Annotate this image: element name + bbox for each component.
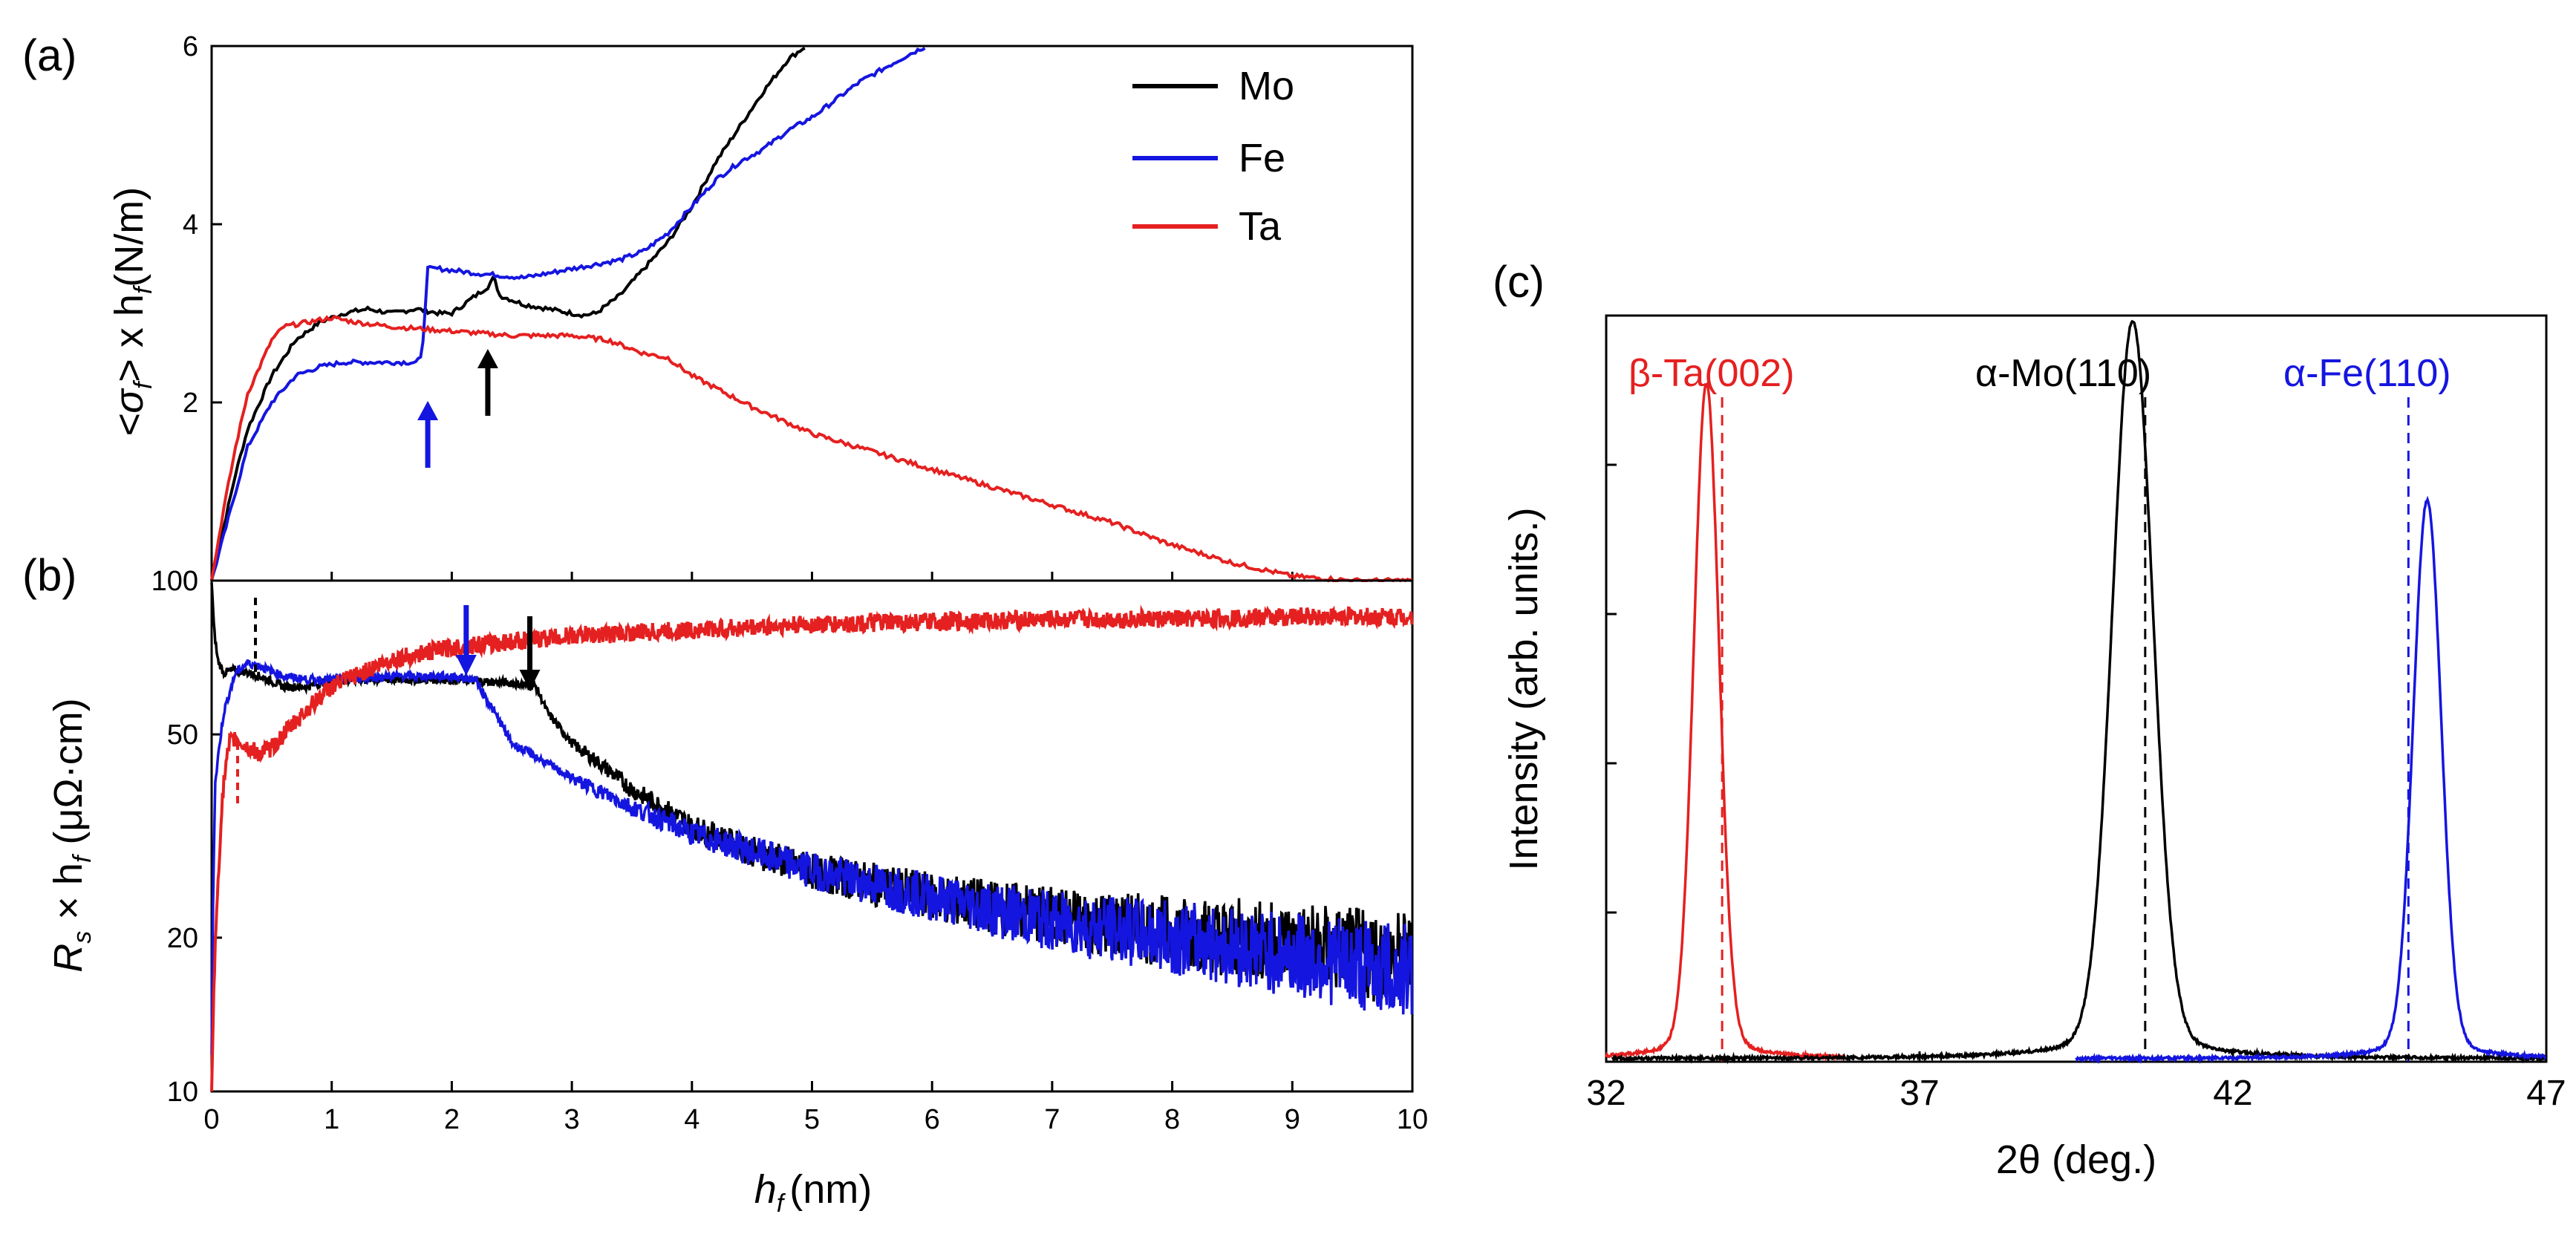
chart-a: 0 2 4 6 Mo Fe Ta <σf> x hf(N/m): [107, 31, 1414, 597]
chart-c-ticks: 32 37 42 47: [1586, 314, 2566, 1113]
chart-a-ytick-label-2: 2: [183, 388, 198, 419]
chart-a-frame: [210, 45, 1414, 582]
chart-c-xtick-label-37: 37: [1900, 1074, 1939, 1113]
peak-label-mo: α-Mo(110): [1975, 352, 2151, 395]
panel-label-b: (b): [22, 550, 76, 600]
chart-c-reference-lines: [1721, 397, 2410, 1062]
legend-label-ta: Ta: [1239, 204, 1282, 249]
chart-b-xtick-label-3: 3: [564, 1104, 580, 1135]
chart-c-xtick-label-47: 47: [2526, 1074, 2566, 1113]
chart-b-series: [210, 582, 1414, 1092]
chart-b-series-ta: [210, 604, 1414, 1092]
chart-a-arrow-head-fe: [417, 401, 439, 420]
chart-a-series-ta: [210, 315, 1414, 583]
chart-a-ytick-label-4: 4: [183, 209, 198, 241]
chart-a-arrow-head-mo: [477, 349, 498, 368]
chart-b-xtick-label-5: 5: [804, 1104, 820, 1135]
chart-b-xtick-label-4: 4: [684, 1104, 700, 1135]
chart-b-xtick-label-0: 0: [203, 1104, 219, 1135]
chart-a-series-mo: [210, 47, 806, 581]
chart-b-xlabel: hf (nm): [754, 1167, 872, 1218]
chart-c-series: [1605, 319, 2547, 1065]
chart-b-xtick-label-6: 6: [925, 1104, 940, 1135]
chart-a-y-ticks: 0 2 4 6: [183, 31, 1414, 597]
legend-label-fe: Fe: [1239, 136, 1285, 180]
chart-b-xtick-label-7: 7: [1044, 1104, 1060, 1135]
legend: Mo Fe Ta: [1132, 64, 1294, 249]
chart-a-ytick-label-0: 0: [183, 566, 198, 597]
chart-a-arrows: [417, 349, 498, 468]
chart-b-xtick-label-2: 2: [444, 1104, 460, 1135]
panel-label-c: (c): [1493, 257, 1545, 307]
chart-b-arrow-head-mo: [519, 670, 541, 691]
chart-c-series-fe: [2075, 495, 2547, 1065]
chart-a-ytick-label-6: 6: [183, 31, 198, 62]
chart-c-ylabel: Intensity (arb. units.): [1501, 507, 1546, 870]
chart-b-ytick-label-100: 100: [151, 566, 198, 597]
chart-b-xtick-label-8: 8: [1164, 1104, 1180, 1135]
chart-c-series-mo: [1611, 319, 2547, 1065]
chart-a-series: [210, 47, 1414, 583]
chart-b-ytick-label-20: 20: [167, 923, 198, 954]
chart-b-ytick-label-10: 10: [167, 1077, 198, 1108]
peak-label-fe: α-Fe(110): [2283, 352, 2451, 395]
chart-b-xtick-label-1: 1: [324, 1104, 339, 1135]
chart-b-xtick-label-9: 9: [1285, 1104, 1300, 1135]
chart-b-series-fe: [210, 659, 1414, 1055]
chart-b-arrows: [455, 605, 541, 691]
chart-b-arrow-head-fe: [455, 655, 477, 676]
peak-label-ta: β-Ta(002): [1628, 352, 1795, 395]
chart-b-ytick-label-50: 50: [167, 719, 198, 751]
legend-label-mo: Mo: [1239, 64, 1294, 108]
chart-c-xlabel: 2θ (deg.): [1996, 1137, 2156, 1182]
chart-c: 32 37 42 47 β-Ta(002) α-Mo(110) α-Fe(110) I…: [1501, 314, 2566, 1182]
panel-label-a: (a): [22, 30, 76, 80]
chart-c-series-ta: [1605, 381, 1845, 1062]
chart-c-xtick-label-32: 32: [1586, 1074, 1626, 1113]
chart-b-xtick-label-10: 10: [1397, 1104, 1428, 1135]
chart-a-ylabel: <σf> x hf(N/m): [107, 187, 157, 437]
chart-b-ylabel: Rs × hf (μΩ·cm): [46, 698, 97, 972]
chart-a-series-fe: [210, 47, 926, 581]
chart-c-frame: [1605, 314, 2548, 1063]
chart-c-xtick-label-42: 42: [2213, 1074, 2252, 1113]
